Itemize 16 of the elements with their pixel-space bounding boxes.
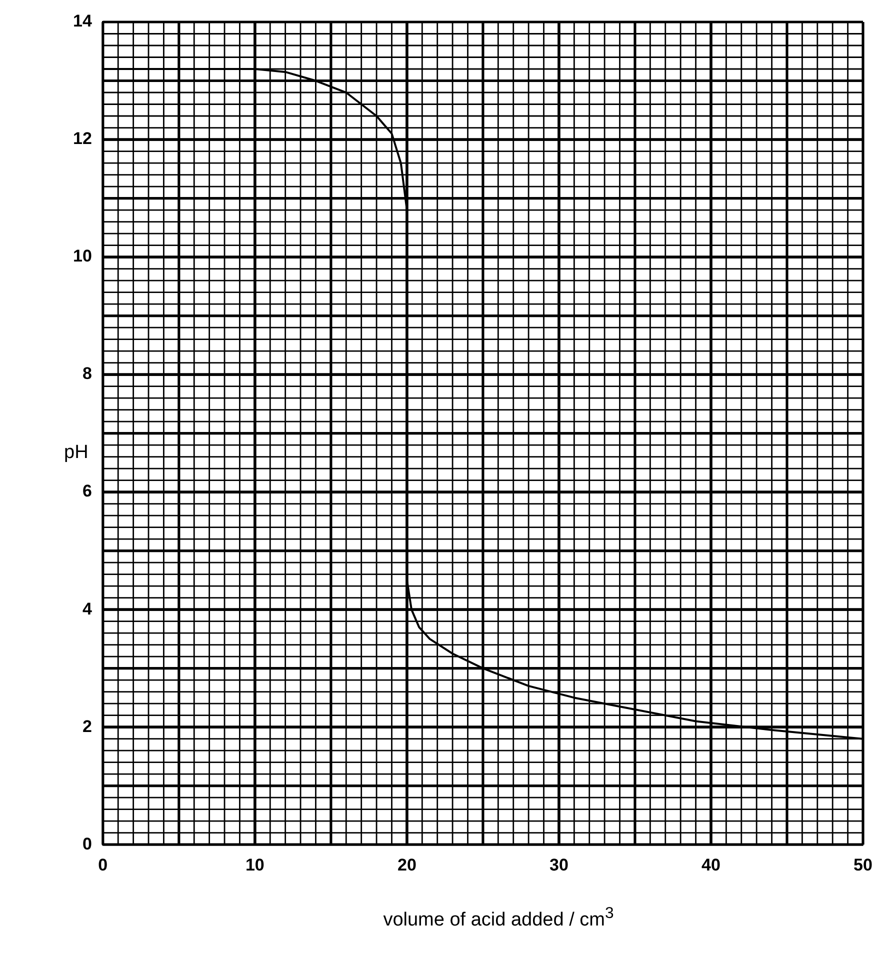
x-tick-label: 0 (98, 855, 108, 874)
y-tick-label: 14 (72, 12, 92, 31)
y-tick-label: 12 (72, 129, 92, 148)
x-tick-label: 30 (550, 855, 568, 874)
y-tick-label: 2 (82, 716, 92, 736)
y-tick-label: 4 (82, 599, 92, 618)
x-tick-label: 50 (854, 855, 872, 874)
x-tick-label: 10 (245, 855, 264, 874)
y-tick-label: 6 (82, 482, 92, 501)
x-tick-label: 20 (397, 855, 416, 874)
y-tick-label: 10 (72, 246, 92, 266)
y-tick-label: 8 (82, 364, 92, 384)
y-axis-title: pH (64, 442, 88, 464)
x-tick-label: 40 (702, 855, 720, 874)
y-tick-label: 0 (82, 834, 92, 854)
x-axis-title: volume of acid added / cm$^{3}$ (382, 905, 615, 932)
